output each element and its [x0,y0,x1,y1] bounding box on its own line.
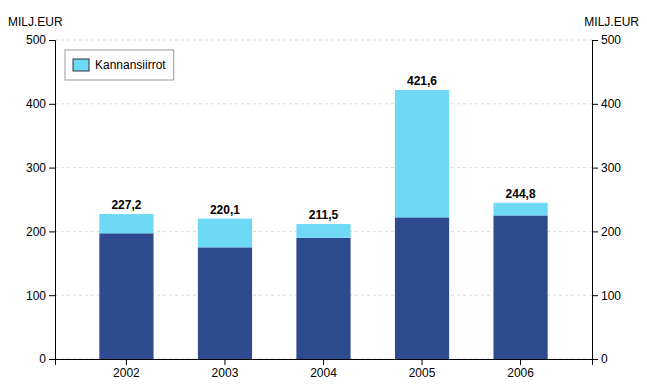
bar [296,224,350,238]
axis-line [49,41,56,360]
data-label: 421,6 [407,74,437,88]
bar [395,217,449,359]
tick-label: 300 [26,161,46,175]
tick-label: 400 [26,97,46,111]
data-label: 211,5 [309,208,339,222]
tick-mark [592,359,598,360]
tick-mark [224,359,225,365]
tick-label: 2003 [212,366,239,380]
tick: 100 [592,289,621,303]
tick-label: 200 [26,225,46,239]
tick: 2005 [409,359,436,380]
bar-series [99,215,547,359]
axis-title: MILJ.EUR [584,15,639,29]
tick-label: 200 [601,225,621,239]
legend: Kannansiirrot [65,50,174,80]
tick-label: 2002 [113,366,140,380]
tick: 300 [26,161,55,175]
legend-item: Kannansiirrot [73,58,166,72]
tick: 200 [26,225,55,239]
tick-label: 500 [601,33,621,47]
bar-series [99,90,547,247]
tick-mark [49,231,55,232]
tick-mark [323,359,324,365]
tick-label: 300 [601,161,621,175]
legend-swatch [73,59,89,71]
plot: 2002 2003 2004 2005 2006 0 100 200 300 400 500 0 100… [26,33,621,379]
tick-mark [49,168,55,169]
tick: 100 [26,289,55,303]
tick: 2002 [113,359,140,380]
grid-line [55,40,592,41]
tick-mark [49,295,55,296]
tick-mark [49,359,55,360]
data-label: 227,2 [111,198,141,212]
tick-mark [49,104,55,105]
bar [99,214,153,233]
tick-mark [592,168,598,169]
tick-mark [49,40,55,41]
tick-mark [422,359,423,365]
tick-mark [520,359,521,365]
bar [395,90,449,217]
bar [198,247,252,359]
data-label: 244,8 [506,187,536,201]
bars [99,90,547,359]
grid [55,40,592,359]
tick-mark [592,295,598,296]
tick: 500 [26,33,55,47]
tick-label: 400 [601,97,621,111]
axis-title: MILJ.EUR [8,15,63,29]
tick: 2004 [310,359,337,380]
y-axis: 0 100 200 300 400 500 [26,33,56,366]
tick: 2003 [212,359,239,380]
tick: 200 [592,225,621,239]
axis-line [56,360,593,366]
bar [99,233,153,359]
tick: 0 [592,352,608,366]
tick-label: 0 [601,352,608,366]
axis-line [593,41,599,360]
data-label: 220,1 [210,203,240,217]
tick-label: 2005 [409,366,436,380]
grid-line [55,167,592,168]
tick-mark [126,359,127,365]
tick-label: 100 [26,289,46,303]
total-labels: 227,2 220,1 211,5 421,6 244,8 [111,74,535,222]
tick-label: 2004 [310,366,337,380]
bar [493,203,547,216]
bar [493,215,547,359]
tick: 2006 [507,359,534,380]
legend-label: Kannansiirrot [95,58,166,72]
tick-label: 100 [601,289,621,303]
tick: 400 [592,97,621,111]
x-axis: 2002 2003 2004 2005 2006 [56,359,593,380]
bar [296,238,350,359]
tick-label: 2006 [507,366,534,380]
tick: 0 [39,352,55,366]
chart: 2002 2003 2004 2005 2006 0 100 200 300 400 500 0 100… [0,0,647,391]
tick: 300 [592,161,621,175]
tick-label: 500 [26,33,46,47]
tick: 500 [592,33,621,47]
grid-line [55,103,592,104]
tick-mark [592,104,598,105]
tick-mark [592,231,598,232]
tick-mark [592,40,598,41]
y2-axis: 0 100 200 300 400 500 [592,33,621,366]
legend-box [65,50,174,80]
tick: 400 [26,97,55,111]
tick-label: 0 [39,352,46,366]
bar [198,219,252,248]
